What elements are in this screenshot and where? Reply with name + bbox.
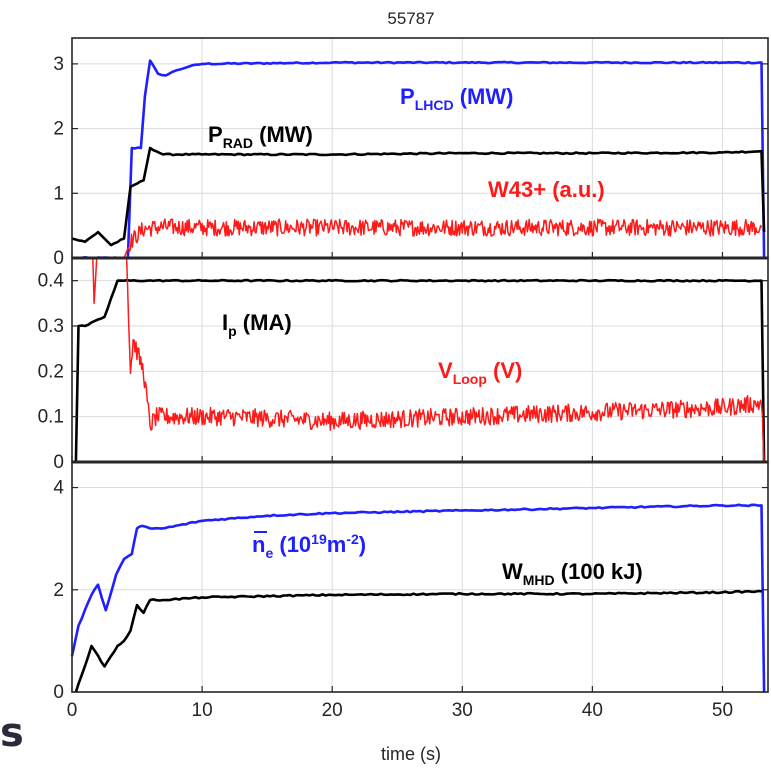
x-tick-label: 50: [712, 700, 733, 721]
x-tick-label: 10: [192, 700, 213, 721]
label-ne: ne (1019m-2): [252, 531, 366, 561]
cropped-text-fragment: s: [0, 710, 24, 756]
x-axis-label: time (s): [381, 744, 441, 764]
series-line-0-1: [71, 146, 766, 247]
y-tick-label: 0.2: [38, 361, 64, 382]
y-tick-label: 0: [53, 452, 64, 473]
y-tick-label: 0: [53, 682, 64, 703]
y-tick-label: 0.4: [38, 271, 65, 292]
x-tick-label: 40: [582, 700, 603, 721]
x-tick-label: 30: [452, 700, 473, 721]
chart-title: 55787: [387, 9, 434, 28]
series-line-0-0: [71, 59, 766, 260]
label-plhcd: PLHCD (MW): [400, 84, 513, 113]
y-tick-label: 0: [53, 248, 64, 269]
panel-middle: 0 0.1 0.2 0.3 0.4: [38, 257, 769, 473]
series-line-1-1: [72, 257, 765, 463]
x-tick-label: 20: [322, 700, 343, 721]
x-tick-label: 0: [67, 700, 78, 721]
y-tick-label: 4: [53, 478, 64, 499]
label-ip: Ip (MA): [222, 310, 292, 339]
y-tick-label: 1: [53, 183, 64, 204]
series-line-0-2: [72, 218, 763, 259]
series-line-1-0: [74, 278, 766, 463]
label-w43: W43+ (a.u.): [488, 177, 605, 202]
label-prad: PRAD (MW): [208, 122, 313, 151]
label-wmhd: WMHD (100 kJ): [502, 559, 643, 588]
series-line-2-1: [74, 589, 762, 693]
label-vloop: VLoop (V): [438, 358, 522, 387]
y-tick-label: 2: [53, 119, 64, 140]
y-tick-label: 0.1: [38, 407, 64, 428]
y-tick-label: 3: [53, 54, 64, 75]
series-line-2-0: [70, 503, 766, 693]
y-tick-label: 0.3: [38, 316, 64, 337]
y-tick-label: 2: [53, 580, 64, 601]
